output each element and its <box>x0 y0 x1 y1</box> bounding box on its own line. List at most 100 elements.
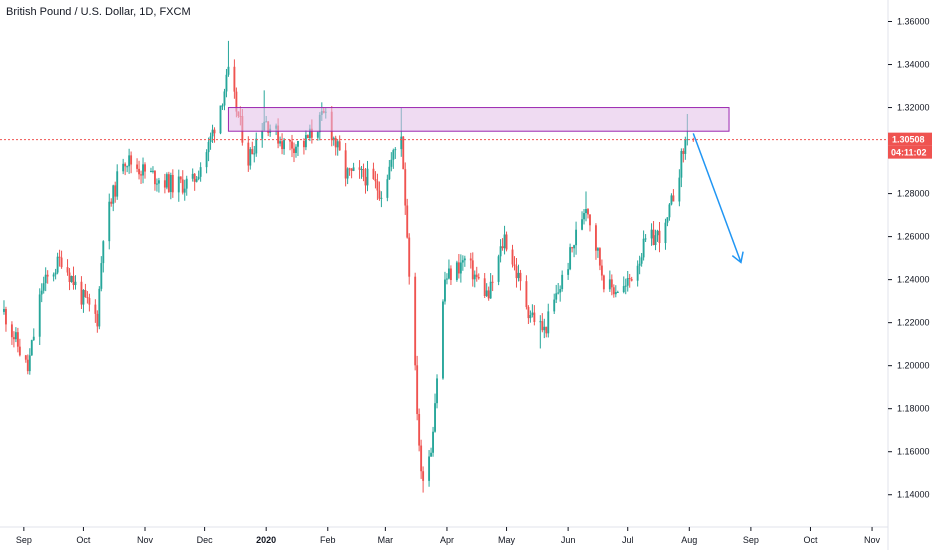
candle-body <box>668 204 671 218</box>
candle-body <box>630 279 633 281</box>
candle-body <box>596 248 599 251</box>
candle-body <box>98 288 101 327</box>
candle-body <box>102 241 105 264</box>
x-tick-label-1: Oct <box>76 535 91 545</box>
candle-body <box>636 265 639 281</box>
y-tick-label-2: 1.32000 <box>897 103 930 113</box>
candle-body <box>360 169 363 171</box>
candle-body <box>513 264 516 267</box>
candle-body <box>664 222 667 244</box>
current-price-badge <box>888 132 932 146</box>
candle-body <box>416 365 419 415</box>
candle-body <box>84 290 87 297</box>
candle-body <box>247 142 250 166</box>
candle-body <box>249 149 252 166</box>
y-tick-label-9: 1.18000 <box>897 404 930 414</box>
current-price-label: 1.30508 <box>892 135 925 145</box>
candle-body <box>136 164 139 169</box>
candle-body <box>297 141 299 147</box>
candle-body <box>455 262 458 281</box>
candle-body <box>400 136 403 150</box>
x-tick-label-2: Nov <box>137 535 154 545</box>
candle-body <box>253 153 256 155</box>
y-tick-label-4: 1.28000 <box>897 189 930 199</box>
candle-body <box>457 262 460 274</box>
candle-body <box>154 170 156 185</box>
candle-body <box>221 105 224 107</box>
candle-body <box>573 245 576 249</box>
candle-body <box>571 247 574 249</box>
candle-body <box>358 167 361 170</box>
candle-body <box>442 301 444 379</box>
candle-body <box>24 355 27 360</box>
candle-body <box>519 272 522 282</box>
candle-body <box>295 146 297 153</box>
candle-body <box>656 230 659 236</box>
candle-body <box>594 225 597 251</box>
candle-body <box>608 279 611 290</box>
overlays-layer <box>0 107 888 264</box>
candle-body <box>366 168 369 186</box>
candle-body <box>616 291 619 293</box>
candle-body <box>283 139 286 150</box>
candle-body <box>670 195 673 205</box>
candle-body <box>420 445 423 472</box>
candle-body <box>501 246 504 249</box>
resistance-zone[interactable] <box>227 107 730 132</box>
candle-body <box>658 230 661 244</box>
candle-body <box>199 167 202 177</box>
candle-body <box>682 150 685 154</box>
candle-body <box>122 163 125 172</box>
candle-body <box>402 136 405 170</box>
candle-body <box>499 246 502 257</box>
candle-body <box>110 201 113 204</box>
candle-body <box>622 286 625 292</box>
candle-body <box>436 378 438 404</box>
candle-body <box>80 281 83 305</box>
candle-body <box>42 283 45 291</box>
candle-body <box>487 290 490 299</box>
x-tick-label-12: Sep <box>743 535 759 545</box>
candle-body <box>124 163 127 167</box>
candle-body <box>316 132 319 138</box>
candle-body <box>404 169 407 206</box>
candle-body <box>505 234 508 250</box>
candle-body <box>525 281 528 308</box>
candle-body <box>183 188 186 193</box>
candle-body <box>163 180 166 188</box>
candle-body <box>414 276 417 366</box>
candle-body <box>207 141 210 153</box>
projection-arrow[interactable] <box>692 133 742 263</box>
candle-body <box>374 178 377 182</box>
candle-body <box>205 152 208 168</box>
candle-body <box>489 281 492 299</box>
candle-body <box>600 265 603 276</box>
candle-body <box>54 272 57 275</box>
candle-body <box>352 167 355 171</box>
candle-body <box>152 170 154 172</box>
y-tick-label-5: 1.26000 <box>897 232 930 242</box>
candle-body <box>14 332 17 340</box>
candle-body <box>485 290 488 297</box>
candle-body <box>388 166 391 180</box>
candle-body <box>219 105 222 134</box>
candle-body <box>130 155 133 165</box>
candle-body <box>177 176 180 193</box>
candle-body <box>193 173 196 182</box>
x-tick-label-14: Nov <box>864 535 881 545</box>
candle-body <box>557 292 560 294</box>
candle-body <box>511 249 514 265</box>
candle-body <box>225 74 228 92</box>
candle-body <box>463 258 466 261</box>
candle-body <box>428 456 431 481</box>
candle-body <box>527 307 530 319</box>
candle-body <box>74 281 77 286</box>
candle-body <box>86 296 89 299</box>
candle-body <box>195 179 198 182</box>
candle-body <box>348 168 351 170</box>
candle-body <box>82 290 85 305</box>
candle-body <box>640 257 643 264</box>
candle-body <box>541 321 544 331</box>
candle-body <box>529 315 532 319</box>
